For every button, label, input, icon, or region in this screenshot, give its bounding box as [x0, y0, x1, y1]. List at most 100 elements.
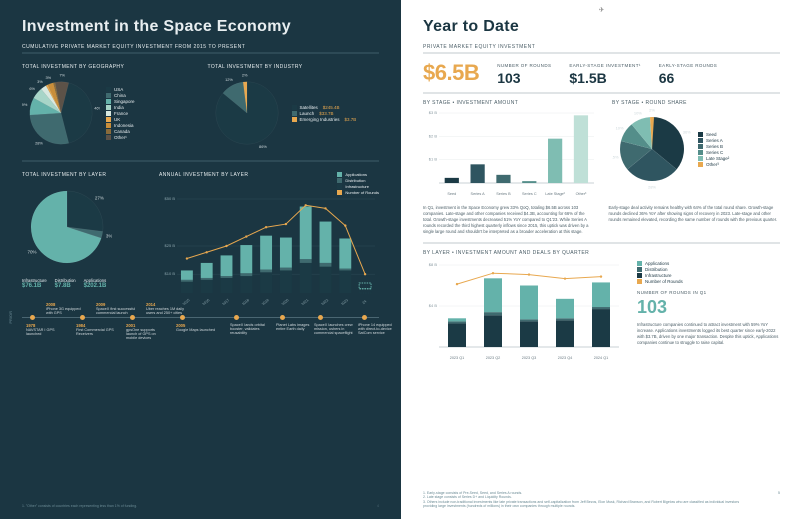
timeline-item: iPhone 14 equipped with direct-to-device…	[358, 323, 398, 335]
annual-bar-card: ANNUAL INVESTMENT BY LAYER ApplicationsD…	[159, 172, 379, 307]
svg-text:2023 Q2: 2023 Q2	[486, 356, 501, 360]
legend-item: Series A	[698, 138, 729, 143]
svg-text:9%: 9%	[22, 102, 28, 107]
svg-text:$50 B: $50 B	[165, 196, 176, 201]
legend-item: Number of Rounds	[637, 279, 780, 284]
industry-pie-chart: 86% 12% 2%	[208, 74, 286, 152]
legend-item: UK	[106, 117, 135, 122]
svg-text:3%: 3%	[46, 75, 52, 80]
svg-text:2%: 2%	[649, 109, 655, 113]
legend-item: France	[106, 111, 135, 116]
stage-pie-card: BY STAGE • ROUND SHARE 36%28%15%10%10%2%…	[612, 100, 780, 199]
legend-item: Distribution	[337, 178, 379, 183]
timeline-item: Planet Labs images entire Earth daily	[276, 323, 316, 331]
svg-text:12%: 12%	[225, 77, 233, 82]
legend-item: Canada	[106, 129, 135, 134]
svg-text:3%: 3%	[37, 79, 43, 84]
svg-text:6%: 6%	[29, 86, 35, 91]
legend-item: Series B	[698, 144, 729, 149]
timeline-dot	[80, 315, 85, 320]
svg-text:3%: 3%	[106, 234, 112, 239]
svg-text:Series A: Series A	[471, 192, 486, 196]
timeline-dot	[362, 315, 367, 320]
legend-item: Other³	[698, 162, 729, 167]
kpi-early: EARLY-STAGE INVESTMENT¹ $1.5B	[569, 63, 640, 86]
industry-legend: Satellites$245.4BLaunch$33.7BEmerging In…	[292, 105, 357, 122]
legend-item: Series C	[698, 150, 729, 155]
timeline-item: 2001gpsOne supports launch of GPS on mob…	[126, 323, 166, 340]
timeline-dot	[130, 315, 135, 320]
stage-bar-chart: $3 B$2 B$1 BSeedSeries ASeries BSeries C…	[423, 109, 598, 197]
layer-pie-chart: 27% 3% 70%	[22, 182, 112, 272]
timeline-dot	[280, 315, 285, 320]
divider	[22, 160, 379, 162]
q1-rounds: 103	[637, 297, 780, 318]
left-page: Investment in the Space Economy CUMULATI…	[0, 0, 401, 519]
kpi-early-rounds: EARLY-STAGE ROUNDS 66	[659, 63, 717, 86]
svg-text:10%: 10%	[616, 125, 624, 130]
svg-text:2023 Q3: 2023 Q3	[522, 356, 537, 360]
timeline-item: 2008iPhone 3G equipped with GPS	[46, 302, 86, 315]
legend-item: Infrastructure	[337, 184, 379, 189]
svg-text:Seed: Seed	[447, 192, 456, 196]
svg-text:7%: 7%	[59, 74, 65, 78]
legend-item: USA	[106, 87, 135, 92]
svg-text:15%: 15%	[612, 154, 619, 159]
svg-text:Late Stage²: Late Stage²	[545, 192, 565, 196]
timeline-item: SpaceX launches crew mission, ushers in …	[314, 323, 354, 335]
legend-item: Infrastructure	[637, 273, 780, 278]
geo-legend: USAChinaSingaporeIndiaFranceUKIndonesiaC…	[106, 87, 135, 140]
svg-text:$10 B: $10 B	[165, 271, 176, 276]
legend-item: Other¹	[106, 135, 135, 140]
right-subtitle: PRIVATE MARKET EQUITY INVESTMENT	[423, 44, 780, 50]
legend-item: Satellites$245.4B	[292, 105, 357, 110]
svg-text:70%: 70%	[28, 250, 37, 255]
svg-text:2023 Q1: 2023 Q1	[450, 356, 465, 360]
svg-text:Other³: Other³	[576, 192, 587, 196]
layer-bar-legend: ApplicationsDistributionInfrastructureNu…	[637, 261, 780, 284]
divider	[423, 92, 780, 94]
svg-text:$2 B: $2 B	[429, 133, 438, 138]
legend-item: Applications	[337, 172, 379, 177]
legend-item: Distribution	[637, 267, 780, 272]
layer-pie-card: TOTAL INVESTMENT BY LAYER 27%3%70% Infra…	[22, 172, 145, 307]
timeline-item: 2005Google Maps launched	[176, 323, 216, 332]
timeline-item: SpaceX lands orbital booster, validates …	[230, 323, 270, 335]
svg-text:2024 Q1: 2024 Q1	[594, 356, 609, 360]
card-title: TOTAL INVESTMENT BY GEOGRAPHY	[22, 64, 194, 70]
timeline-dot	[318, 315, 323, 320]
paragraph: Infrastructure companies continued to at…	[637, 322, 780, 346]
stage-bar-card: BY STAGE • INVESTMENT AMOUNT $3 B$2 B$1 …	[423, 100, 598, 199]
left-title: Investment in the Space Economy	[22, 18, 379, 36]
svg-text:Series C: Series C	[522, 192, 537, 196]
legend-item: Indonesia	[106, 123, 135, 128]
svg-text:28%: 28%	[35, 140, 43, 145]
svg-text:$8 B: $8 B	[429, 262, 438, 267]
legend-item: Seed	[698, 132, 729, 137]
divider	[423, 242, 780, 244]
svg-text:2%: 2%	[241, 74, 247, 78]
legend-item: Launch$33.7B	[292, 111, 357, 116]
left-subtitle: CUMULATIVE PRIVATE MARKET EQUITY INVESTM…	[22, 44, 379, 50]
kpi-row: $6.5B NUMBER OF ROUNDS 103 EARLY-STAGE I…	[423, 60, 780, 86]
layer-bar-side: ApplicationsDistributionInfrastructureNu…	[637, 261, 780, 363]
stage-legend: SeedSeries ASeries BSeries CLate Stage²O…	[698, 132, 729, 167]
svg-text:27%: 27%	[95, 196, 104, 201]
card-title: ANNUAL INVESTMENT BY LAYER	[159, 172, 248, 191]
divider	[22, 52, 379, 54]
card-title: BY LAYER • INVESTMENT AMOUNT AND DEALS B…	[423, 250, 780, 256]
legend-item: Late Stage²	[698, 156, 729, 161]
card-title: TOTAL INVESTMENT BY LAYER	[22, 172, 145, 178]
page-number: 4	[377, 504, 379, 509]
prior-label: PRIOR	[8, 311, 13, 324]
paragraph: In Q1, investment in the Space Economy g…	[423, 205, 595, 234]
geo-pie-card: TOTAL INVESTMENT BY GEOGRAPHY 46%28%9%6%…	[22, 64, 194, 152]
svg-text:86%: 86%	[259, 144, 267, 149]
legend-item: China	[106, 93, 135, 98]
right-title: Year to Date	[423, 18, 780, 36]
svg-text:2023 Q4: 2023 Q4	[558, 356, 573, 360]
footnote: 1. "Other" consists of countries each re…	[22, 504, 137, 509]
industry-pie-card: TOTAL INVESTMENT BY INDUSTRY 86%12%2% Sa…	[208, 64, 380, 152]
timeline: 2008iPhone 3G equipped with GPS2009Space…	[22, 313, 379, 369]
svg-text:36%: 36%	[683, 130, 691, 135]
